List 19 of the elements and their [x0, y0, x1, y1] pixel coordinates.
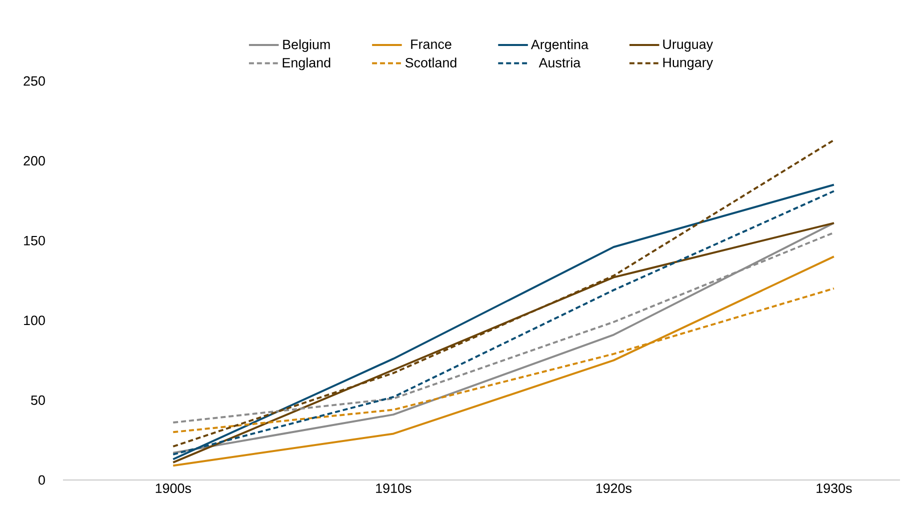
legend-label: Belgium — [283, 39, 330, 52]
y-tick-label: 50 — [31, 395, 45, 405]
legend-label: Austria — [538, 58, 581, 68]
y-tick-label: 100 — [24, 316, 45, 326]
line-series — [172, 256, 835, 467]
legend-label: Hungary — [663, 58, 714, 70]
y-tick-label: 200 — [24, 156, 45, 166]
x-tick-label: 1910s — [376, 484, 412, 494]
y-tick-label: 150 — [24, 236, 45, 246]
legend-label: England — [282, 58, 330, 70]
legend-label: Argentina — [530, 39, 588, 52]
legend-label: Uruguay — [663, 40, 714, 52]
x-tick-label: 1920s — [596, 484, 632, 494]
y-tick-label: 0 — [38, 475, 45, 485]
y-tick-label: 250 — [24, 76, 45, 86]
legend-label: France — [411, 40, 452, 49]
x-tick-label: 1900s — [156, 484, 191, 494]
x-tick-label: 1930s — [816, 484, 852, 494]
legend-label: Scotland — [405, 58, 456, 68]
